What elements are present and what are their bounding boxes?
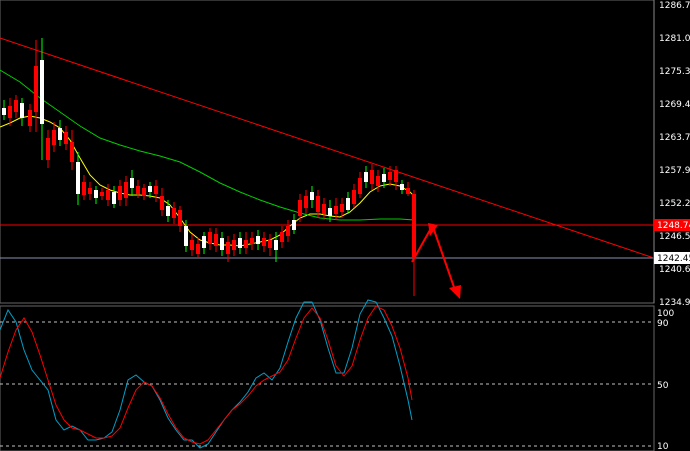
candle-body <box>412 194 416 258</box>
candle-body <box>250 238 254 244</box>
candle-body <box>160 196 164 210</box>
candle-body <box>118 186 122 200</box>
candle-body <box>400 184 404 190</box>
candlestick-series <box>2 38 416 296</box>
slow-ma-line <box>0 69 415 221</box>
candle-body <box>148 186 152 192</box>
candle-body <box>238 238 242 248</box>
candle-body <box>82 182 86 195</box>
candle-body <box>280 232 284 242</box>
candle-body <box>76 162 80 194</box>
candle-body <box>220 238 224 250</box>
osc-label-10: 10 <box>657 442 669 451</box>
candle-body <box>382 174 386 182</box>
candle-body <box>136 186 140 194</box>
candle-body <box>226 242 230 254</box>
candle-body <box>340 204 344 212</box>
candle-body <box>208 232 212 244</box>
price-label-5: 1263.75 <box>659 133 690 143</box>
candle-body <box>328 208 332 216</box>
candle-body <box>8 106 12 118</box>
price-label-1: 1286.70 <box>659 1 690 11</box>
candle-body <box>40 60 44 124</box>
price-label-4: 1269.45 <box>659 100 690 110</box>
candle-body <box>172 208 176 218</box>
candle-body <box>100 192 104 196</box>
price-label-9: 1240.65 <box>659 265 690 275</box>
candle-body <box>20 103 24 118</box>
candle-body <box>94 190 98 198</box>
price-label-10: 1234.95 <box>659 298 690 308</box>
candle-body <box>268 240 272 248</box>
candle-body <box>388 172 392 180</box>
red-price-tag-label: 1248.74 <box>657 221 690 231</box>
candle-body <box>112 192 116 204</box>
candle-body <box>202 236 206 248</box>
grey-price-tag-label: 1242.45 <box>657 254 690 264</box>
candle-body <box>178 210 182 226</box>
grey-price-tag <box>654 252 690 264</box>
price-label-8: 1246.50 <box>659 232 690 242</box>
candle-body <box>274 240 278 250</box>
candle-body <box>352 190 356 204</box>
candle-body <box>154 186 158 194</box>
osc-label-90: 90 <box>657 319 669 329</box>
candle-body <box>406 188 410 194</box>
price-label-3: 1275.30 <box>659 67 690 77</box>
candle-body <box>28 110 32 126</box>
candle-body <box>166 206 170 216</box>
candle-body <box>184 226 188 246</box>
oscillator-main-line <box>0 299 413 449</box>
candle-body <box>358 178 362 194</box>
candle-body <box>2 108 6 115</box>
candle-body <box>370 170 374 184</box>
candle-body <box>124 182 128 198</box>
candle-body <box>190 240 194 250</box>
candle-body <box>292 220 296 230</box>
candle-body <box>46 138 50 160</box>
candle-body <box>70 142 74 162</box>
oscillator-levels: 100 90 50 10 <box>0 309 674 451</box>
candle-body <box>334 206 338 214</box>
osc-label-100: 100 <box>657 309 674 319</box>
candle-body <box>286 226 290 236</box>
candle-body <box>64 132 68 144</box>
candle-body <box>88 188 92 194</box>
price-label-7: 1252.20 <box>659 199 690 209</box>
oscillator-signal-line <box>0 305 413 445</box>
candle-body <box>14 100 18 112</box>
candle-body <box>298 200 302 216</box>
forecast-arrows <box>411 223 461 299</box>
candle-body <box>364 172 368 182</box>
candle-body <box>346 198 350 210</box>
red-price-tag <box>654 219 690 231</box>
candle-body <box>34 66 38 112</box>
candle-body <box>196 244 200 254</box>
candle-body <box>214 234 218 246</box>
candle-body <box>304 196 308 208</box>
candle-body <box>106 190 110 200</box>
candle-body <box>256 236 260 244</box>
oscillator-panel <box>0 305 655 451</box>
downtrend-line[interactable] <box>0 37 655 259</box>
candle-body <box>394 170 398 182</box>
candle-body <box>244 240 248 248</box>
candle-body <box>142 188 146 196</box>
price-label-2: 1281.00 <box>659 34 690 44</box>
main-panel <box>0 0 655 304</box>
candle-body <box>316 196 320 212</box>
candle-body <box>376 176 380 186</box>
osc-label-50: 50 <box>657 381 669 391</box>
candle-body <box>232 240 236 250</box>
candle-body <box>310 192 314 200</box>
price-label-6: 1257.90 <box>659 166 690 176</box>
candle-body <box>322 204 326 214</box>
candle-body <box>58 128 62 140</box>
candle-body <box>130 178 134 188</box>
candle-body <box>262 238 266 246</box>
candle-body <box>52 130 56 145</box>
